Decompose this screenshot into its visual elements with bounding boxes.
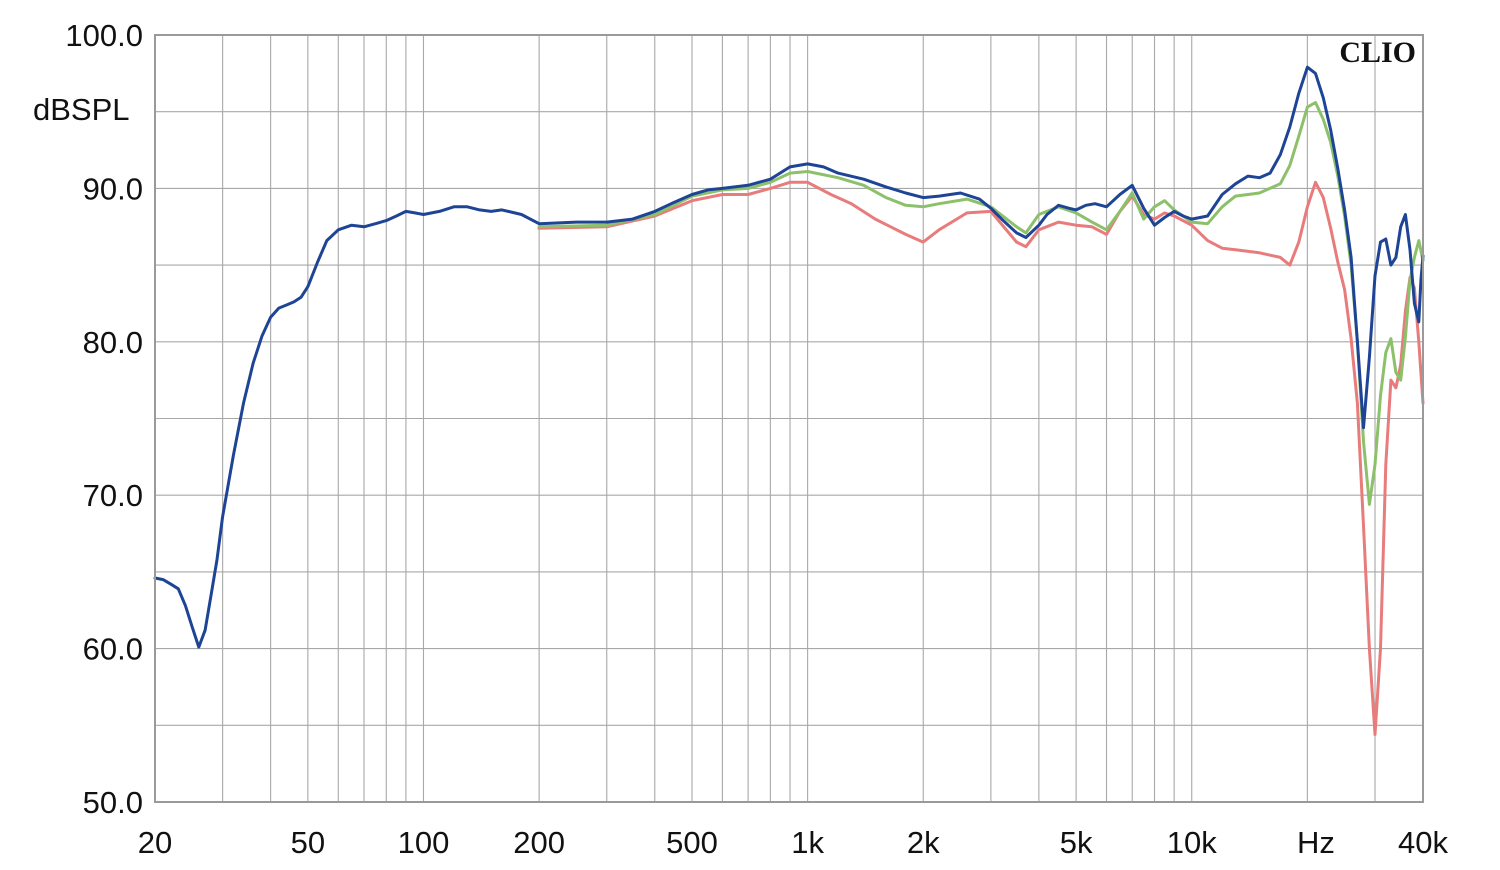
x-axis-unit-label: Hz [1297,825,1335,860]
x-tick-label: 10k [1167,825,1217,860]
x-tick-label: 5k [1060,825,1093,860]
x-tick-label: 50 [291,825,325,860]
y-tick-label: 70.0 [83,478,143,513]
series-layer [153,65,1425,736]
x-tick-label: 40k [1398,825,1448,860]
series-line-2 [537,101,1425,506]
y-axis-label: dBSPL [33,92,130,127]
y-tick-label: 50.0 [83,785,143,820]
clio-brand-label: CLIO [1339,36,1416,69]
x-tick-label: 2k [907,825,940,860]
grid-lines [155,35,1423,802]
x-tick-label: 100 [398,825,450,860]
y-tick-label: 80.0 [83,325,143,360]
plot-frame [154,34,1424,803]
series-line-1 [537,180,1425,736]
y-tick-label: 100.0 [65,18,143,53]
x-tick-label: 1k [791,825,824,860]
y-tick-labels: 50.0 60.0 70.0 80.0 90.0 100.0 [65,18,143,820]
x-tick-labels: 20 50 100 200 500 1k 2k 5k 10k 40k [138,825,1449,860]
x-tick-label: 20 [138,825,172,860]
y-tick-label: 60.0 [83,632,143,667]
y-tick-label: 90.0 [83,171,143,206]
x-tick-label: 200 [513,825,565,860]
series-line-3 [153,65,1425,649]
x-tick-label: 500 [666,825,718,860]
